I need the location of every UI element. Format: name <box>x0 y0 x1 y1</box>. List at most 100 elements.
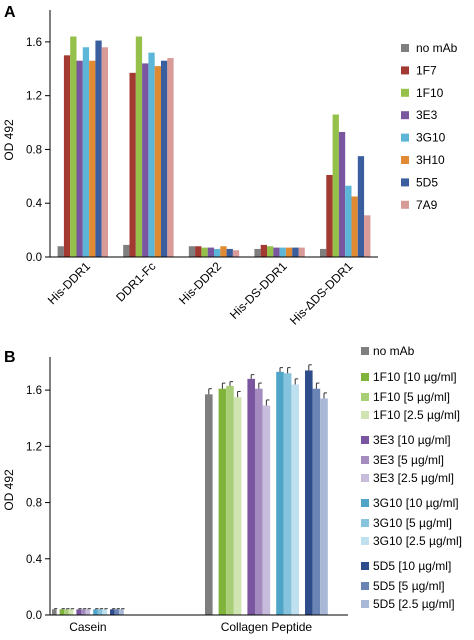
panel-a-bar <box>82 47 90 258</box>
panel-b-legend-swatch <box>361 393 369 401</box>
panel-a-bar <box>326 174 333 257</box>
panel-b-y-axis-title: OD 492 <box>2 469 16 511</box>
panel-a-legend-swatch <box>401 178 409 187</box>
panel-a-legend: no mAb 1F7 1F10 3E3 3G10 3H10 5D5 7A9 <box>401 41 458 212</box>
panel-b-label: B <box>4 349 16 366</box>
panel-a-bar <box>135 36 143 258</box>
panel-b-bar <box>110 609 115 615</box>
panel-a-bar <box>57 246 64 257</box>
panel-b-tick-label: 0.8 <box>26 498 42 510</box>
panel-a-tick-label: 1.2 <box>26 91 42 103</box>
panel-b-bar <box>114 609 120 615</box>
panel-a-legend-swatch <box>401 88 409 97</box>
panel-b-bar <box>233 397 242 615</box>
panel-a-bar <box>63 55 71 258</box>
panel-b-legend-swatch <box>361 519 369 527</box>
panel-b-legend-label: 3G10 [5 µg/ml] <box>373 516 452 530</box>
panel-b-legend-swatch <box>361 537 369 545</box>
panel-b-bar <box>85 609 91 615</box>
panel-b-legend-label: 3G10 [10 µg/ml] <box>373 496 459 510</box>
panel-a-bar <box>260 244 267 257</box>
panel-a-bar <box>298 247 305 257</box>
panel-a-legend-swatch <box>401 133 409 142</box>
panel-a-legend-label: 1F10 <box>416 86 444 100</box>
panel-b-legend-swatch <box>361 347 369 355</box>
panel-a-bar <box>364 215 371 257</box>
panel-b-bar <box>52 609 57 615</box>
panel-b-legend-label: 1F10 [10 µg/ml] <box>373 370 457 384</box>
panel-a-bar <box>207 247 214 257</box>
panel-a-bar <box>351 196 358 257</box>
panel-a-bar <box>267 246 274 257</box>
panel-a-legend-swatch <box>401 200 409 209</box>
panel-b-category-label: Collagen Peptide <box>221 620 313 634</box>
panel-a-bar <box>101 47 108 258</box>
panel-a-legend-label: 3H10 <box>416 153 445 167</box>
panel-b: B OD 492 0.0 0.4 0.8 1.2 1.6 Casein Collagen … <box>2 344 462 634</box>
panel-b-bar <box>59 609 65 615</box>
panel-a-legend-swatch <box>401 156 409 164</box>
panel-b-legend-label: 5D5 [2.5 µg/ml] <box>373 597 455 611</box>
panel-b-bar <box>64 609 69 615</box>
panel-a-category-label: His-DDR2 <box>176 259 224 307</box>
panel-b-legend-label: 3E3 [2.5 µg/ml] <box>373 471 454 485</box>
panel-a-bar <box>226 248 233 257</box>
panel-a-y-ticks: 0.0 0.4 0.8 1.2 1.6 <box>26 37 50 264</box>
panel-a-bar <box>279 247 286 257</box>
panel-a-bar <box>154 66 161 257</box>
panel-a-legend-label: 1F7 <box>416 63 437 77</box>
panel-b-legend-label: 3E3 [5 µg/ml] <box>373 453 444 467</box>
panel-a-bar <box>232 250 240 257</box>
panel-b-bar <box>320 398 328 615</box>
panel-a-bar <box>254 248 261 257</box>
panel-a-legend-label: 5D5 <box>416 175 438 189</box>
panel-b-legend-swatch <box>361 456 369 464</box>
panel-a-legend-swatch <box>401 44 409 52</box>
panel-b-legend-label: no mAb <box>373 344 415 358</box>
panel-b-bar <box>291 384 299 615</box>
panel-a-legend-label: 7A9 <box>416 198 438 212</box>
panel-a-legend-label: no mAb <box>416 41 458 55</box>
panel-a-bars <box>57 36 371 258</box>
panel-a-category-label: DDR1-Fc <box>113 259 158 304</box>
panel-a-bar <box>148 52 155 258</box>
panel-b-bar <box>255 388 263 615</box>
panel-b-bar <box>81 609 86 615</box>
panel-b-legend-label: 5D5 [5 µg/ml] <box>373 579 445 593</box>
panel-b-bar <box>283 373 292 615</box>
panel-b-legend-swatch <box>361 411 369 419</box>
panel-a-legend-swatch <box>401 111 409 120</box>
panel-a-tick-label: 0.0 <box>26 252 42 264</box>
panel-b-legend-swatch <box>361 474 369 482</box>
panel-b-tick-label: 1.6 <box>26 385 42 397</box>
panel-a-tick-label: 1.6 <box>26 37 42 49</box>
panel-a: A OD 492 0.0 0.4 0.8 1.2 1.6 His-DDR1 DDR1-Fc… <box>2 4 458 328</box>
panel-a-tick-label: 0.4 <box>26 198 43 210</box>
panel-a-bar <box>76 60 83 257</box>
panel-b-legend-label: 1F10 [5 µg/ml] <box>373 390 450 404</box>
panel-a-bar <box>214 248 221 257</box>
panel-a-bar <box>332 114 339 257</box>
panel-a-bar <box>195 246 202 257</box>
panel-b-legend-swatch <box>361 582 369 590</box>
panel-b-bar <box>68 609 74 615</box>
panel-b-bar <box>205 394 213 615</box>
panel-a-bar <box>95 40 102 257</box>
panel-b-legend-swatch <box>361 600 369 608</box>
panel-a-bar <box>70 36 77 258</box>
panel-b-bar <box>119 609 124 615</box>
panel-a-y-axis-title: OD 492 <box>2 119 16 161</box>
panel-a-bar <box>201 247 208 257</box>
panel-b-legend-label: 3G10 [2.5 µg/ml] <box>373 534 462 548</box>
panel-b-bar <box>76 609 81 615</box>
panel-a-bar <box>273 247 280 257</box>
panel-b-tick-label: 1.2 <box>26 441 42 453</box>
panel-b-legend-swatch <box>361 562 369 570</box>
panel-a-category-labels: His-DDR1 DDR1-Fc His-DDR2 His-DS-DDR1His-ΔD… <box>45 259 356 328</box>
panel-b-legend-label: 5D5 [10 µg/ml] <box>373 559 451 573</box>
panel-a-category-label: His-DDR1 <box>45 259 93 307</box>
panel-a-bar <box>285 247 293 257</box>
panel-b-bar <box>305 370 313 615</box>
panel-a-bar <box>188 246 196 257</box>
